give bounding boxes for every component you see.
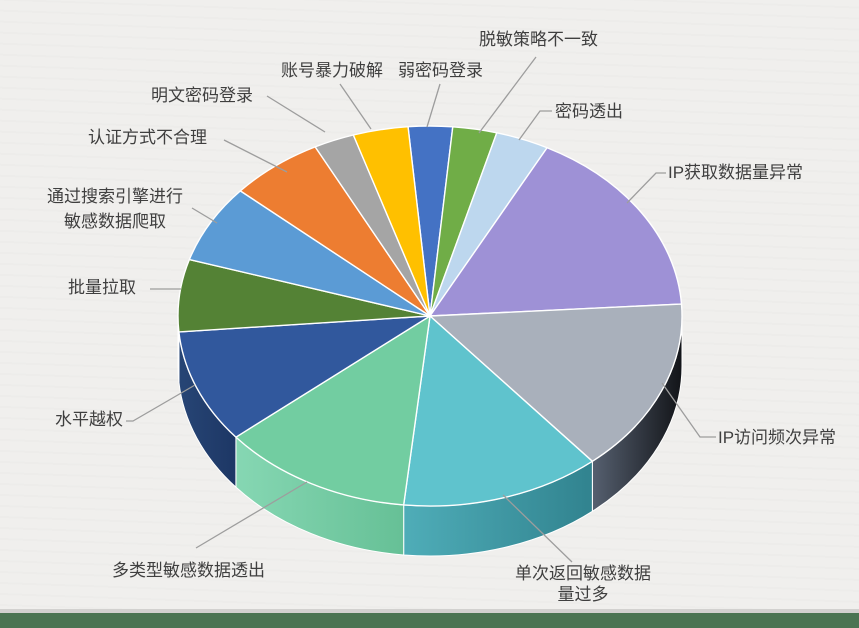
leader-line-弱密码登录 <box>426 83 441 128</box>
leader-line-IP获取数据量异常 <box>626 172 666 204</box>
leader-line-通过搜索引擎进行敏感数据爬取 <box>191 207 218 224</box>
pie-slice-账号暴力破解 <box>352 126 431 317</box>
pie-slice-IP获取数据量异常 <box>429 147 683 317</box>
pie-slice-水平越权 <box>178 315 431 438</box>
leader-line-密码透出 <box>518 110 552 141</box>
pie-slice-多类型敏感数据透出 <box>235 315 431 506</box>
leader-line-单次返回敏感数据量过多 <box>502 494 573 563</box>
leader-line-水平越权 <box>126 384 196 422</box>
leader-line-IP访问频次异常 <box>661 382 716 438</box>
footer-green-bar <box>0 613 859 628</box>
footer-divider <box>0 609 859 613</box>
leader-line-认证方式不合理 <box>223 139 288 173</box>
leader-line-多类型敏感数据透出 <box>195 481 308 549</box>
leader-line-账号暴力破解 <box>339 83 372 130</box>
pie-slice-单次返回敏感数据量过多 <box>402 315 594 507</box>
leader-line-脱敏策略不一致 <box>478 56 537 134</box>
pie-slice-IP访问频次异常 <box>429 303 683 462</box>
leader-line-明文密码登录 <box>266 95 326 133</box>
